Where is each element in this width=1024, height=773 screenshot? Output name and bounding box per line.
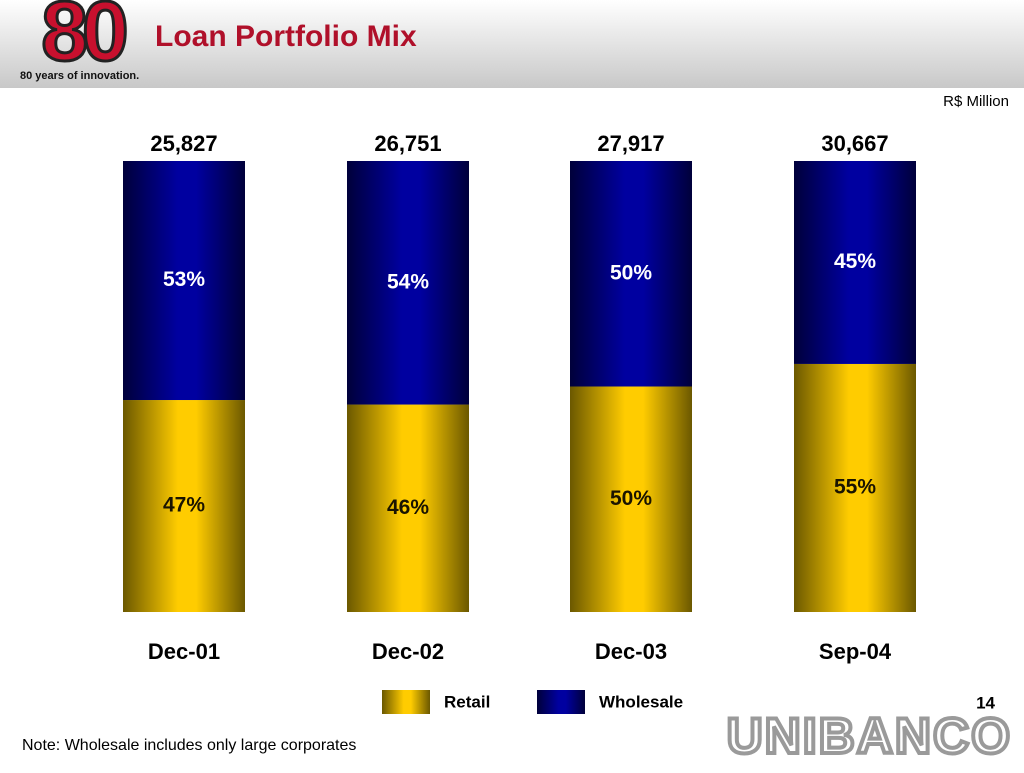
legend-swatch [382, 690, 430, 714]
legend-label: Wholesale [599, 692, 683, 711]
brand: UNIBANCO [727, 708, 1012, 764]
legend-label: Retail [444, 692, 490, 711]
total-label: 25,827 [150, 131, 217, 156]
legend-swatch [537, 690, 585, 714]
segment-label: 45% [834, 250, 876, 273]
segment-label: 53% [163, 268, 205, 291]
category-label: Dec-03 [595, 639, 667, 664]
segment-label: 55% [834, 476, 876, 499]
bar-segment [123, 400, 245, 612]
segment-label: 54% [387, 270, 429, 293]
logo: 80 [41, 0, 126, 78]
category-label: Dec-02 [372, 639, 444, 664]
total-label: 27,917 [597, 131, 664, 156]
segment-label: 50% [610, 261, 652, 284]
bar-segment [123, 161, 245, 401]
page-number: 14 [976, 693, 995, 712]
unit: R$ Million [943, 93, 1009, 110]
category-label: Dec-01 [148, 639, 220, 664]
header-band [0, 0, 1024, 88]
total-label: 30,667 [821, 131, 888, 156]
bar-segment [570, 161, 692, 387]
bar-segment [347, 161, 469, 405]
bar-segment [794, 161, 916, 364]
category-label: Sep-04 [819, 639, 892, 664]
segment-label: 47% [163, 494, 205, 517]
tagline: 80 years of innovation. [20, 70, 139, 82]
bar-segment [347, 404, 469, 612]
title: Loan Portfolio Mix [155, 20, 417, 53]
note: Note: Wholesale includes only large corp… [22, 737, 356, 754]
segment-label: 46% [387, 496, 429, 519]
bar-segment [570, 386, 692, 612]
total-label: 26,751 [374, 131, 441, 156]
bar-segment [794, 363, 916, 612]
segment-label: 50% [610, 487, 652, 510]
